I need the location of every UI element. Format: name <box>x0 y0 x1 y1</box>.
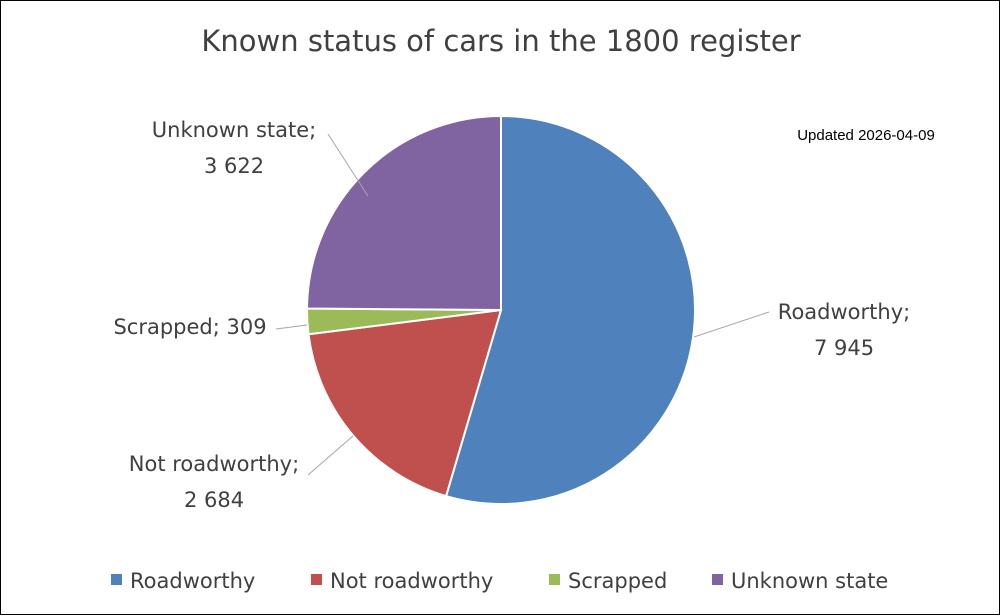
legend-swatch-not-roadworthy <box>311 574 322 585</box>
legend-swatch-scrapped <box>549 574 560 585</box>
legend-swatch-unknown-state <box>712 574 723 585</box>
data-label-not-roadworthy-value: 2 684 <box>184 488 244 512</box>
slice-not-roadworthy <box>307 308 503 498</box>
data-label-unknown-state-value: 3 622 <box>204 154 264 178</box>
data-label-not-roadworthy-name: Not roadworthy; <box>129 452 299 476</box>
leader-lines <box>275 133 770 476</box>
leader-scrapped <box>275 324 308 330</box>
chart-title: Known status of cars in the 1800 registe… <box>201 24 800 58</box>
slice-unknown-state <box>306 114 502 312</box>
data-label-roadworthy-value: 7 945 <box>814 336 874 360</box>
legend-label-unknown-state: Unknown state <box>731 569 888 593</box>
leader-unknown-state <box>327 133 369 197</box>
updated-note: Updated 2026-04-09 <box>797 127 935 144</box>
data-label-roadworthy-name: Roadworthy; <box>778 300 910 324</box>
data-label-unknown-state-name: Unknown state; <box>152 118 316 142</box>
legend-label-roadworthy: Roadworthy <box>130 569 255 593</box>
pie-slices <box>306 114 696 505</box>
legend-label-scrapped: Scrapped <box>568 569 667 593</box>
legend-label-not-roadworthy: Not roadworthy <box>330 569 493 593</box>
leader-not-roadworthy <box>307 435 354 476</box>
legend: Roadworthy Not roadworthy Scrapped Unknown … <box>111 569 888 593</box>
legend-swatch-roadworthy <box>111 574 122 585</box>
data-label-scrapped: Scrapped; 309 <box>113 315 266 339</box>
data-labels: Roadworthy; 7 945 Not roadworthy; 2 684 Scra… <box>113 118 910 512</box>
leader-roadworthy <box>693 311 770 338</box>
slice-roadworthy <box>444 114 696 505</box>
